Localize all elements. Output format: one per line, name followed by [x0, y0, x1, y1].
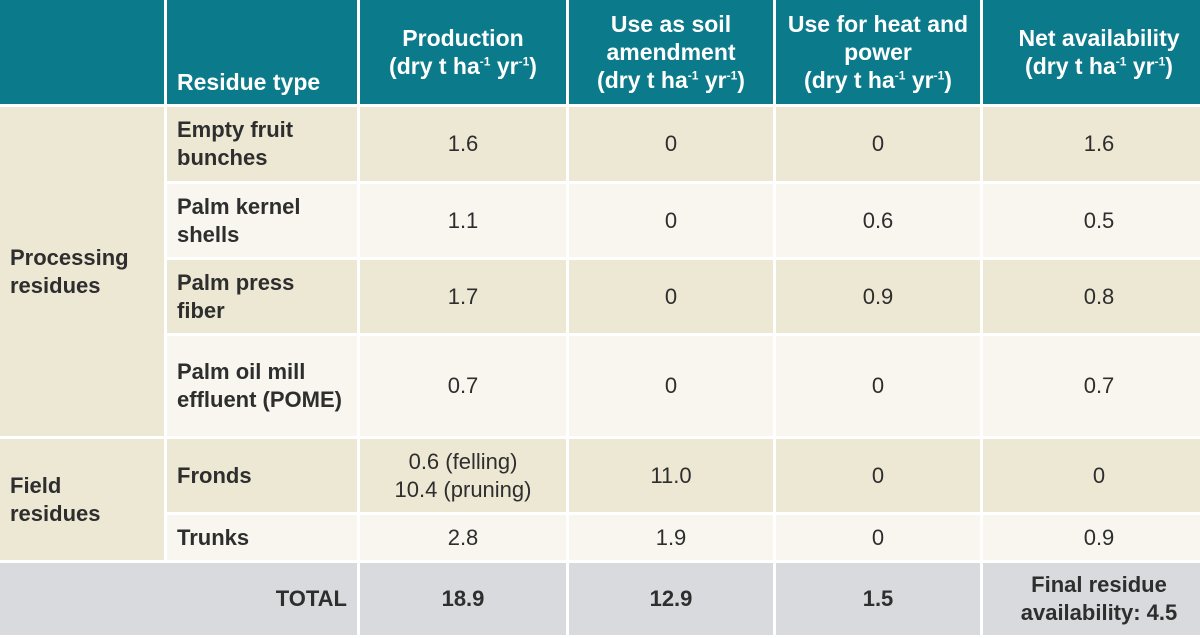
table-row: Field residues Fronds 0.6 (felling) 10.4… [0, 439, 1200, 560]
group-processing-residues: Processing residues [0, 107, 164, 436]
soil-value: 0 [569, 184, 773, 257]
total-heat: 1.5 [776, 563, 980, 635]
net-value: 0.8 [983, 260, 1200, 333]
production-value: 1.7 [360, 260, 566, 333]
heat-value: 0.9 [776, 260, 980, 333]
header-net-availability: Net availability (dry t ha-1 yr-1) [983, 0, 1200, 104]
net-value: 0.5 [983, 184, 1200, 257]
residue-name: Trunks [167, 515, 357, 560]
total-row: TOTAL 18.9 12.9 1.5 Final residue availa… [0, 563, 1200, 635]
soil-value: 0 [569, 107, 773, 181]
net-value: 0 [983, 439, 1200, 512]
header-production: Production (dry t ha-1 yr-1) [360, 0, 566, 104]
heat-value: 0.6 [776, 184, 980, 257]
table-row: Trunks 2.8 1.9 0 0.9 [0, 515, 1200, 560]
total-soil: 12.9 [569, 563, 773, 635]
soil-value: 1.9 [569, 515, 773, 560]
production-value: 0.7 [360, 336, 566, 436]
header-corner [0, 0, 164, 104]
residue-name: Fronds [167, 439, 357, 512]
soil-value: 0 [569, 260, 773, 333]
unit-net: (dry t ha-1 yr-1) [1025, 53, 1173, 79]
header-heat-power: Use for heat and power (dry t ha-1 yr-1) [776, 0, 980, 104]
heat-value: 0 [776, 515, 980, 560]
heat-value: 0 [776, 336, 980, 436]
table-row: Palm oil mill effluent (POME) 0.7 0 0 0.… [0, 336, 1200, 436]
production-value: 1.1 [360, 184, 566, 257]
total-net: Final residue availability: 4.5 [983, 563, 1200, 635]
production-value: 2.8 [360, 515, 566, 560]
unit-heat: (dry t ha-1 yr-1) [804, 67, 952, 93]
production-value: 0.6 (felling) 10.4 (pruning) [360, 439, 566, 512]
residue-name: Palm press fiber [167, 260, 357, 333]
net-value: 1.6 [983, 107, 1200, 181]
unit-soil: (dry t ha-1 yr-1) [597, 67, 745, 93]
table-row: Palm kernel shells 1.1 0 0.6 0.5 [0, 184, 1200, 257]
header-residue-type: Residue type [167, 0, 357, 104]
net-value: 0.7 [983, 336, 1200, 436]
heat-value: 0 [776, 439, 980, 512]
soil-value: 0 [569, 336, 773, 436]
total-label: TOTAL [0, 563, 357, 635]
group-field-residues: Field residues [0, 439, 164, 560]
unit-production: (dry t ha-1 yr-1) [389, 53, 537, 79]
soil-value: 11.0 [569, 439, 773, 512]
table-row: Palm press fiber 1.7 0 0.9 0.8 [0, 260, 1200, 333]
residue-name: Palm kernel shells [167, 184, 357, 257]
total-production: 18.9 [360, 563, 566, 635]
residue-name: Palm oil mill effluent (POME) [167, 336, 357, 436]
residue-name: Empty fruit bunches [167, 107, 357, 181]
heat-value: 0 [776, 107, 980, 181]
production-value: 1.6 [360, 107, 566, 181]
header-row: Residue type Production (dry t ha-1 yr-1… [0, 0, 1200, 104]
header-soil-amendment: Use as soil amendment (dry t ha-1 yr-1) [569, 0, 773, 104]
table-row: Processing residues Empty fruit bunches … [0, 107, 1200, 436]
net-value: 0.9 [983, 515, 1200, 560]
